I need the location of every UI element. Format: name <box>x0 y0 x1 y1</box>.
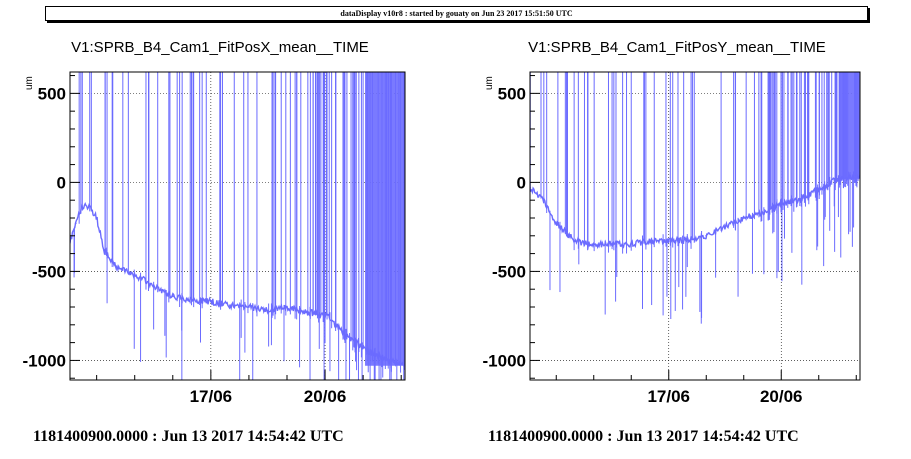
data-point <box>228 304 231 307</box>
data-point <box>88 204 90 207</box>
chart-x-plot: V1:SPRB_B4_Cam1_FitPosX_mean__TIMEum-100… <box>23 39 406 406</box>
y-tick-label: 500 <box>38 84 66 103</box>
data-point <box>817 188 820 191</box>
data-point <box>724 225 726 228</box>
data-point <box>392 361 395 364</box>
data-point <box>686 238 689 241</box>
data-point <box>381 357 384 360</box>
data-point <box>343 332 345 335</box>
data-point <box>324 313 326 316</box>
data-point <box>592 243 595 246</box>
chart-panel-x: V1:SPRB_B4_Cam1_FitPosX_mean__TIME um -100… <box>0 30 450 450</box>
data-point <box>742 217 745 219</box>
series-dense-block <box>365 72 405 366</box>
y-tick-label: 0 <box>57 173 66 192</box>
header-banner: dataDisplay v10r8 : started by gouaty on… <box>45 6 868 21</box>
series-area <box>70 72 405 380</box>
data-point <box>74 222 77 225</box>
data-point <box>836 177 839 180</box>
data-point <box>630 242 633 245</box>
x-tick-label: 20/06 <box>760 387 803 406</box>
data-point <box>133 274 136 276</box>
chart-title: V1:SPRB_B4_Cam1_FitPosY_mean__TIME <box>528 39 826 56</box>
footer-timestamp-left: 1181400900.0000 : Jun 13 2017 14:54:42 U… <box>33 428 344 445</box>
data-point <box>103 249 106 251</box>
data-point <box>667 240 670 243</box>
y-axis: -1000 -500 0 500 <box>23 75 80 379</box>
data-point <box>761 211 764 214</box>
data-point <box>362 347 365 349</box>
header-text: dataDisplay v10r8 : started by gouaty on… <box>340 9 573 18</box>
x-tick-label: 17/06 <box>190 387 233 406</box>
data-point <box>114 265 117 267</box>
y-tick-label: 500 <box>498 84 526 103</box>
data-point <box>171 295 174 298</box>
y-axis-unit-label: um <box>484 76 495 90</box>
data-point <box>248 306 250 308</box>
data-point <box>799 199 801 202</box>
series-dense-block <box>839 72 860 179</box>
data-point <box>540 195 543 198</box>
plot-frame <box>69 71 406 381</box>
series-line <box>70 202 405 369</box>
data-point <box>305 311 307 314</box>
data-point <box>705 234 708 237</box>
chart-title: V1:SPRB_B4_Cam1_FitPosX_mean__TIME <box>71 39 369 56</box>
data-point <box>152 284 155 287</box>
y-tick-label: -500 <box>492 262 526 281</box>
data-point <box>286 306 288 308</box>
chart-y-plot: V1:SPRB_B4_Cam1_FitPosY_mean__TIMEum-100… <box>483 39 861 406</box>
data-point <box>95 217 98 219</box>
y-tick-label: -1000 <box>483 351 526 370</box>
y-axis: -1000 -500 0 500 <box>483 75 540 379</box>
data-point <box>267 309 269 312</box>
plot-frame <box>529 71 861 381</box>
x-axis: 17/06 20/06 <box>96 370 402 406</box>
x-tick-label: 20/06 <box>304 387 347 406</box>
series-points <box>530 176 860 246</box>
data-point <box>574 240 576 243</box>
y-tick-label: -1000 <box>23 351 66 370</box>
chart-panel-y: V1:SPRB_B4_Cam1_FitPosY_mean__TIME um -100… <box>455 30 905 450</box>
series-line <box>530 171 860 250</box>
data-point <box>611 242 614 245</box>
y-tick-label: -500 <box>32 262 66 281</box>
data-point <box>80 206 83 209</box>
data-point <box>780 202 783 205</box>
footer-timestamp-right: 1181400900.0000 : Jun 13 2017 14:54:42 U… <box>488 428 799 445</box>
y-tick-label: 0 <box>517 173 526 192</box>
y-axis-unit-label: um <box>24 76 35 90</box>
data-point <box>190 298 193 301</box>
x-tick-label: 17/06 <box>647 387 690 406</box>
x-axis: 17/06 20/06 <box>555 370 857 406</box>
data-point <box>555 222 558 225</box>
data-point <box>649 240 651 243</box>
series-spikes <box>73 72 405 380</box>
data-point <box>209 300 212 303</box>
grid-lines <box>530 72 860 380</box>
series-area <box>530 72 860 324</box>
